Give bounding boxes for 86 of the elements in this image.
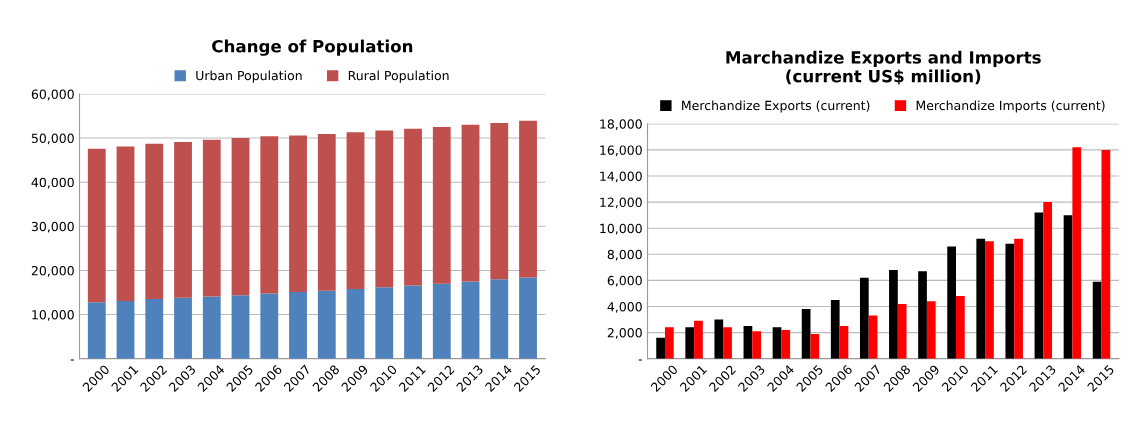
bar: [897, 303, 907, 359]
y-tick-label: -: [70, 359, 75, 361]
bar: [955, 296, 965, 359]
bar: [317, 134, 336, 291]
bar: [519, 120, 537, 278]
bar: [490, 279, 509, 359]
bar: [926, 301, 936, 359]
bar: [87, 148, 106, 303]
bar: [432, 283, 451, 359]
bar: [781, 329, 791, 359]
bar: [490, 123, 509, 280]
bar: [772, 327, 782, 359]
y-tick-label: 10,000: [600, 223, 642, 235]
bar: [404, 285, 422, 359]
bar: [174, 142, 192, 298]
legend-label: Rural Population: [348, 70, 449, 83]
bar: [346, 288, 365, 359]
y-tick-label: 12,000: [600, 197, 642, 209]
bar: [375, 130, 394, 288]
y-tick-label: 30,000: [31, 221, 74, 233]
bar: [1072, 147, 1082, 359]
bar: [1005, 243, 1015, 359]
bar: [317, 290, 336, 359]
bar: [839, 326, 849, 359]
bar: [432, 127, 451, 284]
y-tick-label: 40,000: [31, 177, 74, 189]
bar: [202, 296, 221, 359]
bar: [685, 327, 695, 359]
bar: [461, 281, 480, 359]
y-tick-label: -: [638, 359, 643, 361]
bar: [714, 319, 724, 359]
bar: [1101, 149, 1111, 359]
bar: [694, 320, 703, 359]
y-tick-label: 16,000: [600, 145, 642, 157]
bar: [145, 299, 164, 359]
bar: [260, 136, 279, 294]
bar: [375, 287, 394, 359]
bar: [202, 139, 221, 297]
bar: [889, 269, 898, 359]
bar: [801, 309, 811, 359]
bar: [289, 292, 307, 359]
bar: [289, 135, 307, 293]
bar: [346, 132, 365, 289]
bar: [1034, 212, 1044, 359]
bar: [145, 143, 164, 300]
y-tick-label: 60,000: [31, 89, 74, 101]
bar: [1043, 202, 1053, 359]
bar: [260, 293, 279, 359]
bar: [743, 326, 753, 359]
bar: [231, 138, 250, 296]
chart-title: Change of Population: [212, 39, 413, 56]
legend-label: Merchandize Exports (current): [682, 100, 870, 113]
y-tick-label: 50,000: [31, 133, 74, 145]
bar: [830, 299, 840, 359]
y-tick-label: 2,000: [607, 328, 642, 339]
y-tick-label: 14,000: [600, 171, 642, 183]
bar: [976, 238, 986, 359]
bar: [664, 327, 674, 359]
bar: [116, 300, 135, 359]
bar: [174, 297, 192, 359]
bar: [810, 333, 820, 359]
bar: [231, 295, 250, 359]
legend-label: Merchandize Imports (current): [916, 100, 1105, 113]
chart-title: Marchandize Exports and Imports (current US$ million): [726, 50, 1041, 85]
y-tick-label: 6,000: [607, 275, 642, 287]
bar: [947, 246, 956, 359]
bar: [1014, 238, 1023, 359]
bar: [461, 124, 480, 282]
bar: [116, 146, 135, 301]
y-tick-label: 18,000: [600, 119, 642, 131]
bar: [656, 337, 665, 359]
y-tick-label: 8,000: [607, 249, 642, 261]
bar: [404, 128, 422, 286]
y-tick-label: 20,000: [31, 265, 74, 277]
bar: [723, 327, 732, 359]
bar: [87, 302, 106, 359]
bar: [1063, 215, 1073, 359]
bar: [985, 241, 994, 359]
bar: [752, 331, 762, 359]
bar: [519, 277, 537, 359]
bar: [1092, 281, 1102, 359]
y-tick-label: 10,000: [32, 310, 74, 321]
y-tick-label: 4,000: [607, 301, 642, 313]
bar: [859, 277, 869, 359]
bar: [918, 271, 927, 359]
legend-label: Urban Population: [196, 70, 302, 83]
